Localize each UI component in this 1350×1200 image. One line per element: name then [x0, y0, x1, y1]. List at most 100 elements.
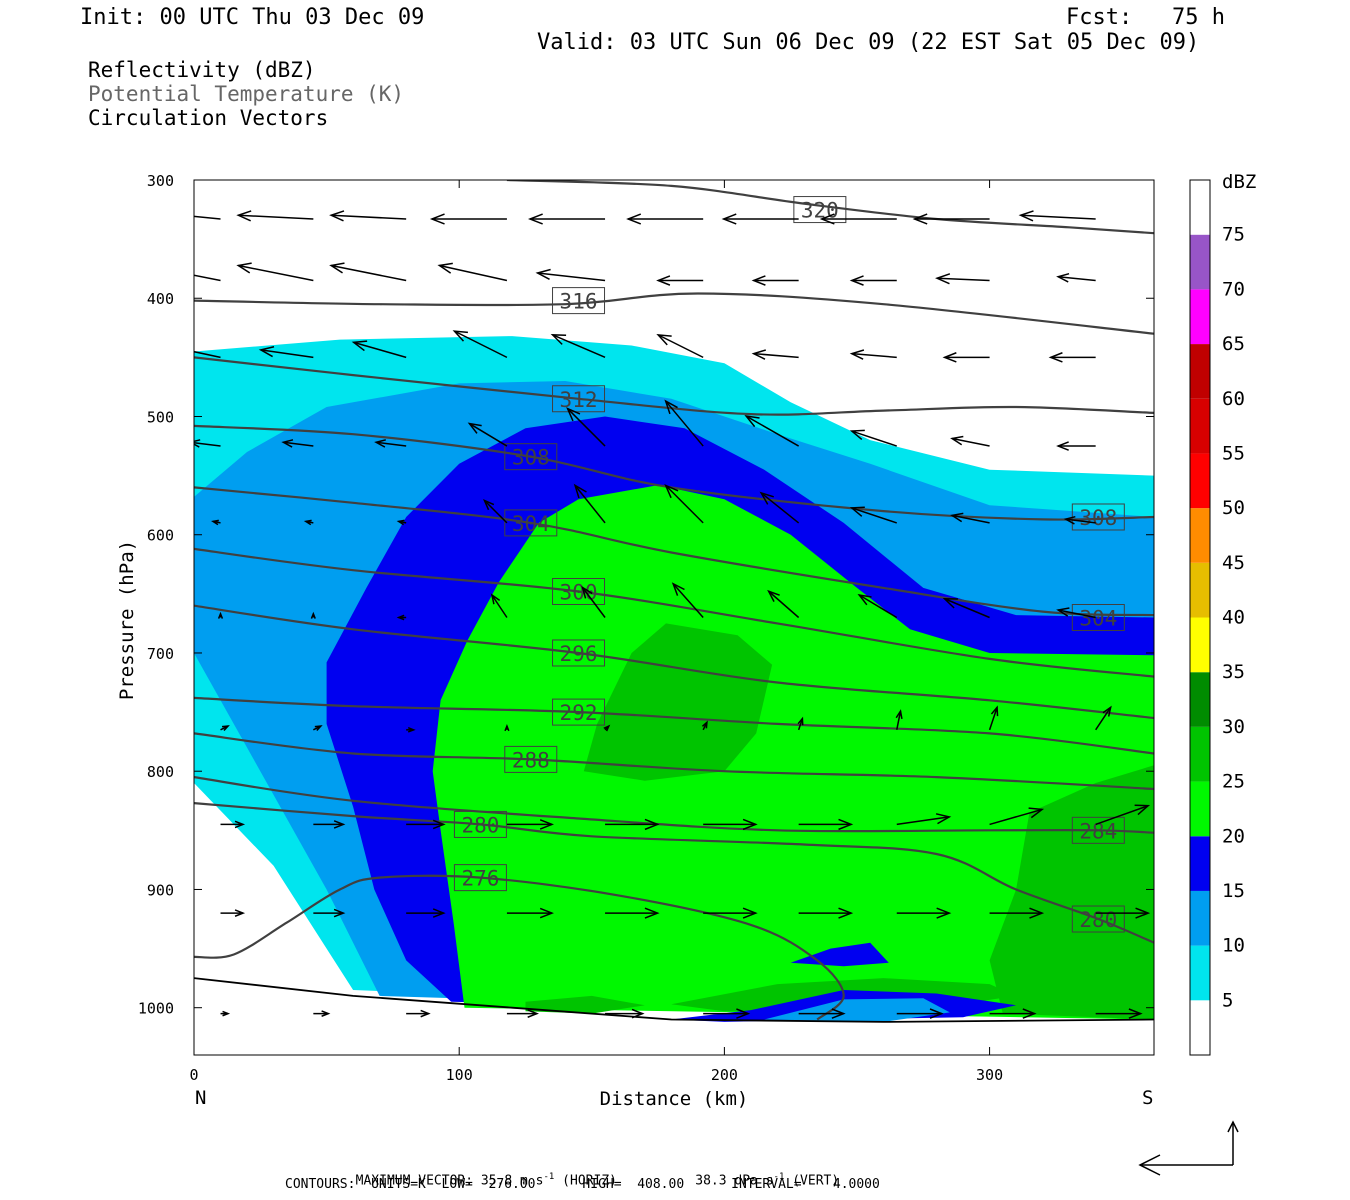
- vector-arrow: [751, 349, 799, 360]
- contour-label-288: 288: [512, 748, 550, 772]
- vector-arrow: [220, 909, 246, 917]
- axes: 0 100 200 300 300 400 500 600 700 800 900 1000: [138, 172, 1154, 1084]
- right-end-label: S: [1142, 1087, 1153, 1109]
- vector-arrow: [406, 819, 446, 830]
- vector-arrow: [236, 210, 314, 222]
- terrain-line: [194, 977, 1154, 1023]
- colorbar-label: 55: [1222, 442, 1245, 464]
- y-tick-label: 700: [147, 645, 174, 663]
- vector-arrow: [605, 907, 660, 919]
- vector-arrow: [603, 724, 611, 732]
- vector-arrow: [703, 907, 758, 919]
- colorbar-label: 45: [1222, 552, 1245, 574]
- vector-arrow: [258, 346, 314, 359]
- max-vector-label: MAXIMUM VECTOR:: [355, 1173, 474, 1189]
- contour-label-box: [552, 287, 606, 315]
- colorbar-swatch: [1190, 890, 1210, 946]
- vector-arrow: [527, 213, 606, 225]
- vector-arrow: [1063, 515, 1096, 525]
- reflectivity-band-15dbz: [790, 942, 889, 967]
- vector-arrow: [1048, 352, 1096, 363]
- contour-label-292: 292: [560, 701, 598, 725]
- y-axis-title: Pressure (hPa): [116, 540, 138, 700]
- y-tick-label: 1000: [138, 1000, 174, 1018]
- y-tick-label: 300: [147, 172, 174, 190]
- contour-label-box: [1071, 816, 1125, 844]
- vector-arrow: [281, 439, 314, 448]
- vector-arrow: [767, 589, 800, 619]
- contour-label-box: [552, 698, 606, 726]
- theta-contour-280: [194, 802, 1154, 944]
- theta-contour-288: [194, 732, 1154, 791]
- horiz-unit: m s: [520, 1173, 544, 1189]
- vector-arrow: [849, 275, 897, 286]
- vector-arrow: [819, 213, 897, 225]
- colorbar: 5 10 15 20 25 30 35 40 45 50 55 60 65 70 75: [1189, 179, 1245, 1056]
- contour-label-box: [504, 745, 558, 773]
- vector-arrow: [506, 819, 554, 830]
- contour-label-304: 304: [512, 512, 550, 536]
- vector-arrow: [896, 813, 952, 826]
- colorbar-swatch: [1190, 508, 1210, 563]
- vector-arrow: [1056, 607, 1096, 619]
- theta-contour-316: [194, 292, 1154, 335]
- reflectivity-band-25dbz: [583, 623, 773, 781]
- vector-arrow: [573, 483, 606, 524]
- contour-label-box: [552, 577, 606, 605]
- y-tick-label: 600: [147, 527, 174, 545]
- vector-arrow: [797, 716, 804, 731]
- vector-arrow: [1056, 272, 1096, 283]
- vector-arrow: [581, 585, 606, 618]
- vector-arrow: [703, 1008, 751, 1019]
- vector-arrow: [329, 262, 407, 282]
- vector-arrow: [1095, 804, 1151, 826]
- horiz-tag: (HORIZ): [554, 1173, 617, 1189]
- vert-value: 38.3: [695, 1173, 727, 1189]
- vector-arrow: [313, 908, 346, 918]
- theta-contour-296: [194, 604, 1154, 720]
- reflectivity-band-10dbz: [764, 998, 950, 1022]
- vector-arrow: [849, 349, 897, 360]
- vector-arrow: [429, 213, 507, 225]
- contour-label-box: [552, 385, 606, 413]
- circulation-vectors: [194, 210, 1151, 1019]
- colorbar-swatch: [1190, 836, 1210, 891]
- colorbar-unit: dBZ: [1222, 171, 1256, 193]
- valid-time: Valid: 03 UTC Sun 06 Dec 09 (22 EST Sat …: [537, 30, 1200, 55]
- vector-arrow: [849, 506, 897, 524]
- vector-arrow: [988, 705, 999, 731]
- field-vectors: Circulation Vectors: [88, 106, 329, 130]
- y-tick-label: 400: [147, 290, 174, 308]
- colorbar-swatch: [1190, 945, 1210, 1001]
- vector-arrow: [664, 483, 704, 524]
- vector-arrow: [664, 399, 704, 447]
- vector-arrow: [896, 907, 952, 919]
- init-time: Init: 00 UTC Thu 03 Dec 09: [80, 5, 425, 30]
- vector-arrow: [437, 262, 508, 282]
- vector-arrow: [759, 491, 800, 524]
- vector-arrow: [942, 352, 990, 363]
- colorbar-label: 65: [1222, 333, 1245, 355]
- vector-arrow: [310, 611, 316, 619]
- vector-arrow: [374, 439, 407, 448]
- reference-vector-icon: [1138, 1120, 1239, 1176]
- vector-arrow: [950, 435, 990, 447]
- contour-label-box: [453, 864, 507, 892]
- vector-arrow: [857, 593, 898, 619]
- theta-contour-300: [194, 547, 1154, 678]
- vector-arrow: [406, 1009, 431, 1018]
- theta-contour-292: [194, 696, 1154, 755]
- x-axis-title: Distance (km): [600, 1088, 749, 1110]
- vector-arrow: [656, 333, 704, 359]
- colorbar-label: 35: [1222, 661, 1245, 683]
- vector-arrow: [220, 725, 230, 732]
- vector-arrow: [656, 275, 704, 286]
- theta-contours: 3203163123083083043043002962922882842802…: [194, 180, 1154, 1021]
- vector-arrow: [396, 614, 407, 621]
- reflectivity-bands: [194, 336, 1154, 1022]
- vector-arrow: [671, 582, 704, 618]
- theta-contour-304: [194, 486, 1154, 617]
- y-tick-label: 800: [147, 763, 174, 781]
- contour-label-box: [453, 810, 507, 838]
- vector-arrow: [313, 725, 323, 732]
